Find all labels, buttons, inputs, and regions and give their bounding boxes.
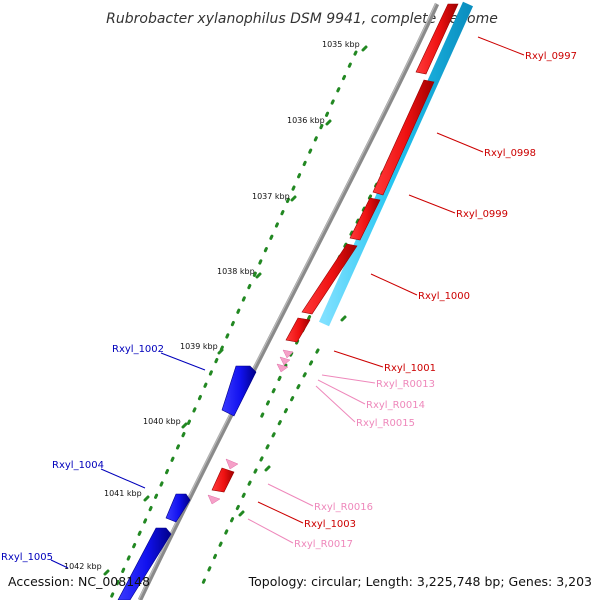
map-title: Rubrobacter xylanophilus DSM 9941, compl…	[106, 11, 498, 27]
gene-block-rxyl-1004[interactable]	[165, 493, 191, 523]
gene-block-rxyl-r0014[interactable]	[279, 356, 291, 366]
gene-label-rxyl-0997[interactable]: Rxyl_0997	[525, 51, 577, 62]
gene-block-rxyl-0997[interactable]	[415, 3, 459, 75]
kbp-label: 1039 kbp	[180, 342, 218, 351]
gene-block-rxyl-0998[interactable]	[372, 79, 435, 196]
gene-block-rxyl-0999[interactable]	[349, 197, 381, 241]
kbp-label: 1037 kbp	[252, 192, 290, 201]
kbp-label: 1042 kbp	[64, 562, 102, 571]
accession-text: Accession: NC_008148	[8, 574, 150, 589]
gene-block-rxyl-1001[interactable]	[285, 317, 311, 343]
rna-marks	[207, 349, 294, 505]
gene-label-rxyl-1001[interactable]: Rxyl_1001	[384, 363, 436, 374]
kbp-label: 1036 kbp	[287, 116, 325, 125]
gene-block-rxyl-r0017[interactable]	[207, 494, 221, 505]
gene-label-rxyl-r0015[interactable]: Rxyl_R0015	[356, 418, 415, 429]
gene-block-rxyl-r0013[interactable]	[282, 349, 294, 359]
gene-block-rxyl-1003[interactable]	[211, 467, 235, 493]
gene-label-rxyl-r0013[interactable]: Rxyl_R0013	[376, 379, 435, 390]
kbp-label: 1041 kbp	[104, 489, 142, 498]
gene-label-rxyl-r0017[interactable]: Rxyl_R0017	[294, 539, 353, 550]
gene-label-rxyl-0998[interactable]: Rxyl_0998	[484, 148, 536, 159]
gene-label-rxyl-r0014[interactable]: Rxyl_R0014	[366, 400, 425, 411]
gene-label-rxyl-1005[interactable]: Rxyl_1005	[1, 552, 53, 563]
kbp-label: 1038 kbp	[217, 267, 255, 276]
topology-text: Topology: circular; Length: 3,225,748 bp…	[248, 574, 592, 589]
gene-labels: Rxyl_0997 Rxyl_0998 Rxyl_0999 Rxyl_1000 …	[1, 51, 577, 563]
gene-label-rxyl-1002[interactable]: Rxyl_1002	[112, 344, 164, 355]
gene-label-rxyl-1000[interactable]: Rxyl_1000	[418, 291, 470, 302]
inner-tick-dots	[108, 50, 358, 600]
gene-block-rxyl-1005[interactable]	[117, 527, 172, 600]
forward-cds-group	[211, 3, 459, 493]
kbp-tick-marks	[103, 45, 368, 576]
gene-block-rxyl-1002[interactable]	[221, 365, 257, 417]
kbp-label: 1035 kbp	[322, 40, 360, 49]
label-leader-lines	[50, 36, 525, 569]
gene-label-rxyl-0999[interactable]: Rxyl_0999	[456, 209, 508, 220]
gene-label-rxyl-1003[interactable]: Rxyl_1003	[304, 519, 356, 530]
inner-tick-dots-lower	[198, 348, 320, 592]
gene-label-rxyl-1004[interactable]: Rxyl_1004	[52, 460, 104, 471]
gene-block-rxyl-r0016[interactable]	[225, 458, 239, 470]
kbp-label: 1040 kbp	[143, 417, 181, 426]
gene-label-rxyl-r0016[interactable]: Rxyl_R0016	[314, 502, 373, 513]
gene-block-rxyl-r0015[interactable]	[276, 363, 289, 373]
kbp-labels: 1035 kbp 1036 kbp 1037 kbp 1038 kbp 1039…	[64, 40, 360, 571]
reverse-cds-group	[117, 365, 257, 600]
gene-block-rxyl-1000[interactable]	[301, 243, 358, 315]
